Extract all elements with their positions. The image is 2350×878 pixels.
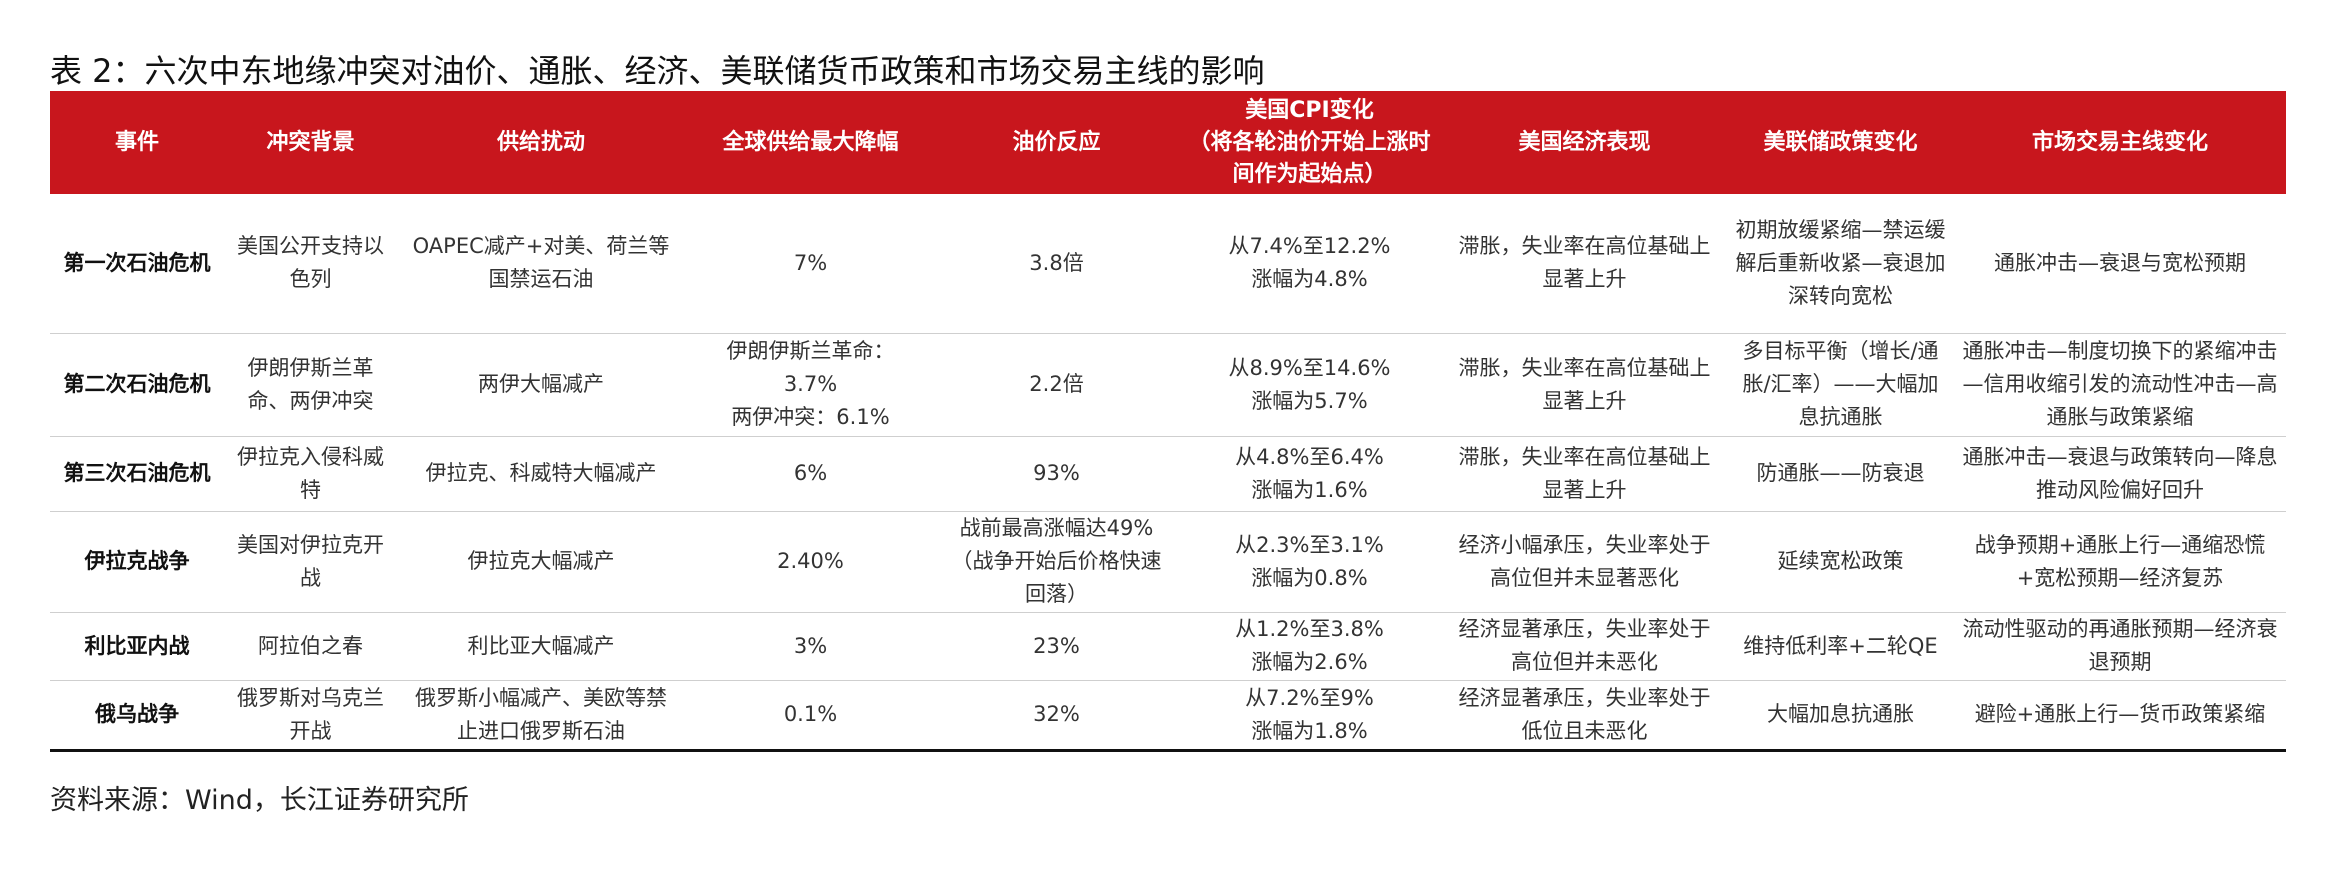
table-cell: 23% xyxy=(936,612,1177,681)
table-cell: 伊朗伊斯兰革命： 3.7% 两伊冲突：6.1% xyxy=(685,333,936,437)
table-cell: 从7.2%至9% 涨幅为1.8% xyxy=(1177,680,1442,752)
table-cell: 滞胀，失业率在高位基础上显著上升 xyxy=(1442,436,1727,512)
table-cell: 俄罗斯对乌克兰开战 xyxy=(224,680,397,752)
header-cell: 供给扰动 xyxy=(397,91,685,194)
table-cell: 3.8倍 xyxy=(936,194,1177,334)
table-cell: 俄罗斯小幅减产、美欧等禁止进口俄罗斯石油 xyxy=(397,680,685,752)
cell-line: 伊朗伊斯兰革命： xyxy=(726,339,895,363)
table-cell: 伊拉克入侵科威特 xyxy=(224,436,397,512)
cell-line: 涨幅为4.8% xyxy=(1251,267,1368,292)
table-cell: 2.2倍 xyxy=(936,333,1177,437)
cell-line: （将各轮油价开始上涨时间作为起始点） xyxy=(1188,129,1431,187)
header-cell: 冲突背景 xyxy=(224,91,397,194)
table-cell: 从4.8%至6.4% 涨幅为1.6% xyxy=(1177,436,1442,512)
table-cell: 从1.2%至3.8% 涨幅为2.6% xyxy=(1177,612,1442,681)
table-cell: 利比亚大幅减产 xyxy=(397,612,685,681)
table: 事件 冲突背景 供给扰动 全球供给最大降幅 油价反应 美国CPI变化 （将各轮油价开始上涨时… xyxy=(50,91,2286,752)
event-cell: 伊拉克战争 xyxy=(50,511,224,613)
cell-line: 3.7% xyxy=(783,372,838,396)
cell-line: 涨幅为0.8% xyxy=(1251,565,1368,590)
table-cell: 流动性驱动的再通胀预期—经济衰退预期 xyxy=(1954,612,2286,681)
table-cell: 阿拉伯之春 xyxy=(224,612,397,681)
table-cell: 伊拉克、科威特大幅减产 xyxy=(397,436,685,512)
table-cell: 避险+通胀上行—货币政策紧缩 xyxy=(1954,680,2286,752)
cell-line: 从7.4%至12.2% xyxy=(1228,234,1391,259)
table-cell: 伊拉克大幅减产 xyxy=(397,511,685,613)
table-cell: OAPEC减产+对美、荷兰等国禁运石油 xyxy=(397,194,685,334)
header-cell: 美国CPI变化 （将各轮油价开始上涨时间作为起始点） xyxy=(1177,91,1442,194)
table-cell: 维持低利率+二轮QE xyxy=(1727,612,1954,681)
table-cell: 3% xyxy=(685,612,936,681)
table-row: 俄乌战争 俄罗斯对乌克兰开战 俄罗斯小幅减产、美欧等禁止进口俄罗斯石油 0.1% 32%… xyxy=(50,680,2286,752)
cell-line: 两伊冲突：6.1% xyxy=(731,405,890,429)
table-row: 伊拉克战争 美国对伊拉克开战 伊拉克大幅减产 2.40% 战前最高涨幅达49%（战争开始… xyxy=(50,511,2286,613)
event-cell: 俄乌战争 xyxy=(50,680,224,752)
header-cell: 全球供给最大降幅 xyxy=(685,91,936,194)
table-title: 表 2：六次中东地缘冲突对油价、通胀、经济、美联储货币政策和市场交易主线的影响 xyxy=(50,52,1265,90)
table-row: 第三次石油危机 伊拉克入侵科威特 伊拉克、科威特大幅减产 6% 93% 从4.8%至6.4… xyxy=(50,436,2286,512)
table-cell: 从2.3%至3.1% 涨幅为0.8% xyxy=(1177,511,1442,613)
table-cell: 战争预期+通胀上行—通缩恐慌+宽松预期—经济复苏 xyxy=(1954,511,2286,613)
header-cell: 美国经济表现 xyxy=(1442,91,1727,194)
table-cell: 初期放缓紧缩—禁运缓解后重新收紧—衰退加深转向宽松 xyxy=(1727,194,1954,334)
cell-line: 从4.8%至6.4% xyxy=(1235,444,1384,469)
table-cell: 战前最高涨幅达49%（战争开始后价格快速回落） xyxy=(936,511,1177,613)
event-cell: 第二次石油危机 xyxy=(50,333,224,437)
table-cell: 美国公开支持以色列 xyxy=(224,194,397,334)
table-cell: 7% xyxy=(685,194,936,334)
table-cell: 延续宽松政策 xyxy=(1727,511,1954,613)
table-cell: 经济显著承压，失业率处于低位且未恶化 xyxy=(1442,680,1727,752)
table-cell: 滞胀，失业率在高位基础上显著上升 xyxy=(1442,333,1727,437)
table-cell: 93% xyxy=(936,436,1177,512)
source-note: 资料来源：Wind，长江证券研究所 xyxy=(50,785,469,816)
header-cell: 美联储政策变化 xyxy=(1727,91,1954,194)
table-cell: 6% xyxy=(685,436,936,512)
cell-line: 涨幅为1.6% xyxy=(1251,477,1368,502)
cell-line: 涨幅为1.8% xyxy=(1251,718,1368,743)
table-cell: 从8.9%至14.6% 涨幅为5.7% xyxy=(1177,333,1442,437)
table-cell: 两伊大幅减产 xyxy=(397,333,685,437)
header-cell: 事件 xyxy=(50,91,224,194)
table-row: 第一次石油危机 美国公开支持以色列 OAPEC减产+对美、荷兰等国禁运石油 7% 3.8… xyxy=(50,194,2286,334)
table-row: 第二次石油危机 伊朗伊斯兰革命、两伊冲突 两伊大幅减产 伊朗伊斯兰革命： 3.7% 两伊冲… xyxy=(50,333,2286,437)
cell-line: 美国CPI变化 xyxy=(1245,97,1374,123)
table-row: 利比亚内战 阿拉伯之春 利比亚大幅减产 3% 23% 从1.2%至3.8% 涨幅为2.6% 经… xyxy=(50,612,2286,681)
cell-line: 从1.2%至3.8% xyxy=(1235,617,1384,641)
table-cell: 通胀冲击—衰退与宽松预期 xyxy=(1954,194,2286,334)
event-cell: 第三次石油危机 xyxy=(50,436,224,512)
table-cell: 通胀冲击—制度切换下的紧缩冲击—信用收缩引发的流动性冲击—高通胀与政策紧缩 xyxy=(1954,333,2286,437)
table-cell: 伊朗伊斯兰革命、两伊冲突 xyxy=(224,333,397,437)
table-cell: 0.1% xyxy=(685,680,936,752)
table-cell: 通胀冲击—衰退与政策转向—降息推动风险偏好回升 xyxy=(1954,436,2286,512)
header-row: 事件 冲突背景 供给扰动 全球供给最大降幅 油价反应 美国CPI变化 （将各轮油价开始上涨时… xyxy=(50,91,2286,194)
cell-line: 涨幅为2.6% xyxy=(1251,650,1368,674)
table-cell: 多目标平衡（增长/通胀/汇率）——大幅加息抗通胀 xyxy=(1727,333,1954,437)
table-cell: 经济小幅承压，失业率处于高位但并未显著恶化 xyxy=(1442,511,1727,613)
table-cell: 防通胀——防衰退 xyxy=(1727,436,1954,512)
table-cell: 从7.4%至12.2% 涨幅为4.8% xyxy=(1177,194,1442,334)
event-cell: 利比亚内战 xyxy=(50,612,224,681)
table-cell: 2.40% xyxy=(685,511,936,613)
cell-line: 从7.2%至9% xyxy=(1245,685,1374,710)
header-cell: 油价反应 xyxy=(936,91,1177,194)
table-cell: 大幅加息抗通胀 xyxy=(1727,680,1954,752)
cell-line: 涨幅为5.7% xyxy=(1251,388,1368,413)
table-cell: 美国对伊拉克开战 xyxy=(224,511,397,613)
header-cell: 市场交易主线变化 xyxy=(1954,91,2286,194)
event-cell: 第一次石油危机 xyxy=(50,194,224,334)
table-body: 第一次石油危机 美国公开支持以色列 OAPEC减产+对美、荷兰等国禁运石油 7% 3.8… xyxy=(50,194,2286,752)
table-cell: 滞胀，失业率在高位基础上显著上升 xyxy=(1442,194,1727,334)
cell-line: 从2.3%至3.1% xyxy=(1235,532,1384,557)
table-cell: 32% xyxy=(936,680,1177,752)
cell-line: 从8.9%至14.6% xyxy=(1228,355,1391,380)
table-cell: 经济显著承压，失业率处于高位但并未恶化 xyxy=(1442,612,1727,681)
